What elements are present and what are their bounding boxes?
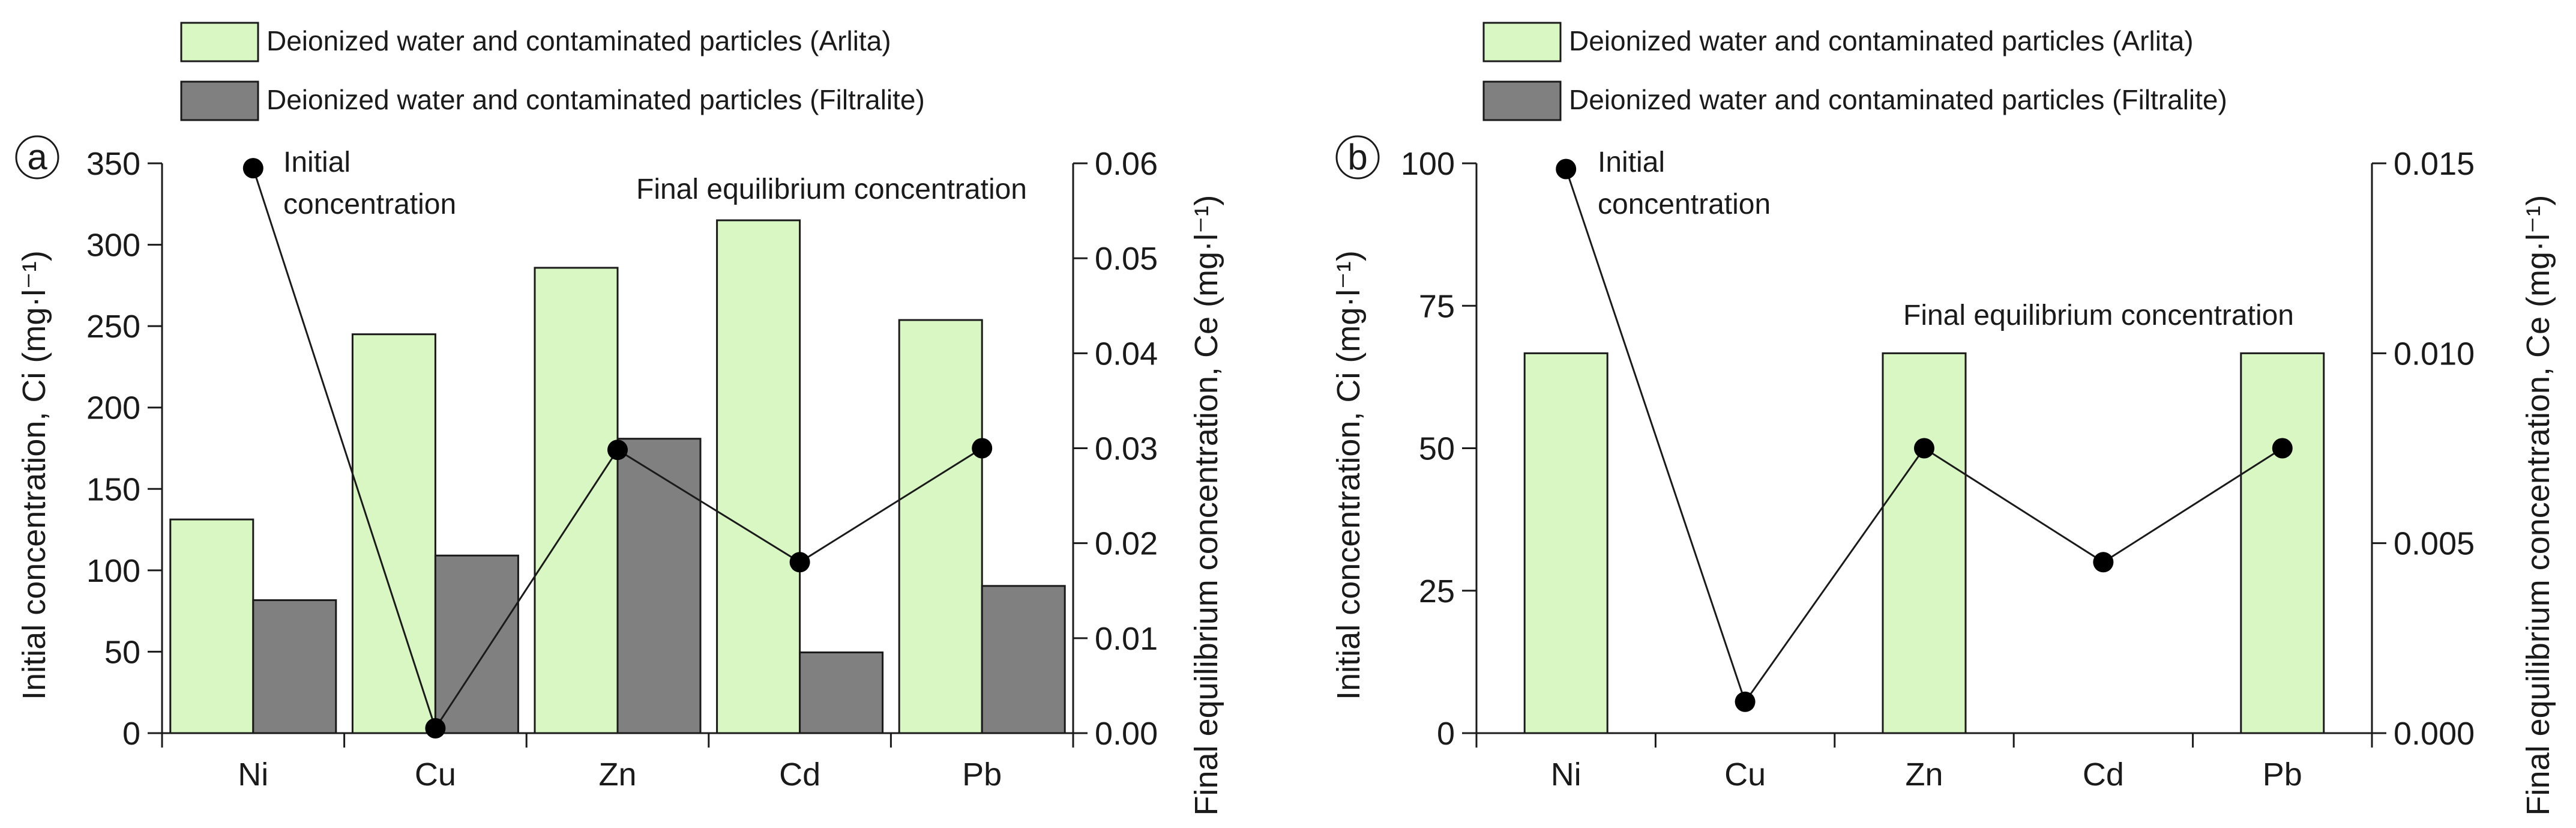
y-tick-left-label: 100: [86, 553, 140, 589]
bar-series2-cd: [799, 651, 884, 734]
panel-label-circle: [15, 135, 59, 180]
y-tick-right-label: 0.015: [2394, 146, 2475, 182]
y-tick-right-label: 0.005: [2394, 526, 2475, 562]
x-tick-label-cd: Cd: [779, 757, 820, 793]
x-tick-label-cu: Cu: [1724, 757, 1766, 793]
panel-label: b: [1347, 137, 1367, 177]
bar-series1-zn: [534, 267, 619, 734]
bar-series1-pb: [2240, 352, 2325, 734]
legend-label-2: Deionized water and contaminated particl…: [1569, 84, 2227, 115]
initial-point-pb: [972, 438, 993, 459]
chart-panel-b: Deionized water and contaminated particl…: [1331, 22, 2556, 816]
y-tick-left-label: 300: [86, 228, 140, 264]
initial-point-ni: [1556, 159, 1577, 180]
y-tick-right-label: 0.06: [1095, 146, 1158, 182]
bar-series2-cu: [434, 554, 519, 734]
y-tick-left-label: 0: [122, 716, 140, 752]
panel-label-circle: [1335, 135, 1380, 180]
legend-swatch-2: [180, 80, 259, 121]
annotation-initial-line1: Initial: [283, 147, 351, 178]
x-tick-label-zn: Zn: [1905, 757, 1943, 793]
x-tick-label-ni: Ni: [1551, 757, 1581, 793]
x-tick-label-cd: Cd: [2083, 757, 2124, 793]
y-tick-right-label: 0.010: [2394, 336, 2475, 372]
legend-label-2: Deionized water and contaminated particl…: [266, 84, 925, 115]
bar-series1-ni: [169, 518, 254, 734]
bar-series2-zn: [616, 438, 702, 734]
y-tick-left-label: 25: [1419, 573, 1455, 609]
initial-point-cu: [1735, 691, 1756, 712]
legend-label-1: Deionized water and contaminated particl…: [266, 25, 891, 56]
annotation-final: Final equilibrium concentration: [1903, 300, 2294, 331]
y-tick-right-label: 0.05: [1095, 241, 1158, 277]
y-tick-right-label: 0.00: [1095, 716, 1158, 752]
y-tick-right-label: 0.000: [2394, 716, 2475, 752]
initial-point-pb: [2272, 438, 2293, 459]
y-axis-left-title: Initial concentration, Ci (mg·l⁻¹): [16, 250, 52, 700]
initial-point-zn: [1914, 438, 1934, 459]
y-axis-right-title: Final equilibrium concentration, Ce (mg·…: [2520, 195, 2556, 816]
x-tick-label-pb: Pb: [2263, 757, 2302, 793]
y-axis-left-title: Initial concentration, Ci (mg·l⁻¹): [1331, 250, 1367, 700]
bar-series2-pb: [981, 585, 1066, 734]
bar-series1-cu: [351, 333, 436, 734]
annotation-initial-line2: concentration: [1598, 189, 1771, 220]
x-tick-label-ni: Ni: [238, 757, 268, 793]
bar-series1-ni: [1523, 352, 1608, 734]
y-tick-left-label: 350: [86, 146, 140, 182]
initial-point-zn: [607, 440, 628, 461]
bar-series1-pb: [898, 319, 983, 734]
legend-swatch-1: [1482, 22, 1562, 62]
x-tick-label-zn: Zn: [598, 757, 636, 793]
initial-point-cu: [425, 718, 446, 739]
y-tick-left-label: 75: [1419, 288, 1455, 324]
x-tick-label-cu: Cu: [415, 757, 456, 793]
y-tick-left-label: 100: [1401, 146, 1455, 182]
chart-panel-a: Deionized water and contaminated particl…: [15, 22, 1224, 816]
y-tick-left-label: 200: [86, 390, 140, 426]
annotation-initial-line2: concentration: [283, 189, 456, 220]
annotation-final: Final equilibrium concentration: [636, 174, 1027, 205]
y-axis-right-title: Final equilibrium concentration, Ce (mg·…: [1188, 195, 1224, 816]
panel-label: a: [27, 137, 47, 177]
bar-series1-zn: [1882, 352, 1967, 734]
y-tick-left-label: 50: [104, 634, 140, 670]
bar-series1-cd: [716, 219, 801, 734]
legend-label-1: Deionized water and contaminated particl…: [1569, 25, 2194, 56]
y-tick-right-label: 0.01: [1095, 621, 1158, 657]
x-tick-label-pb: Pb: [962, 757, 1002, 793]
y-tick-left-label: 250: [86, 309, 140, 345]
y-tick-right-label: 0.02: [1095, 526, 1158, 562]
initial-point-cd: [789, 552, 810, 573]
y-tick-right-label: 0.04: [1095, 336, 1158, 372]
y-tick-left-label: 50: [1419, 431, 1455, 467]
annotation-initial-line1: Initial: [1598, 147, 1665, 178]
y-tick-left-label: 0: [1437, 716, 1455, 752]
initial-point-ni: [242, 158, 263, 179]
y-tick-left-label: 150: [86, 471, 140, 507]
initial-point-cd: [2093, 552, 2114, 573]
y-tick-right-label: 0.03: [1095, 431, 1158, 467]
bar-series2-ni: [252, 599, 337, 734]
legend-swatch-2: [1482, 80, 1562, 121]
legend-swatch-1: [180, 22, 259, 62]
